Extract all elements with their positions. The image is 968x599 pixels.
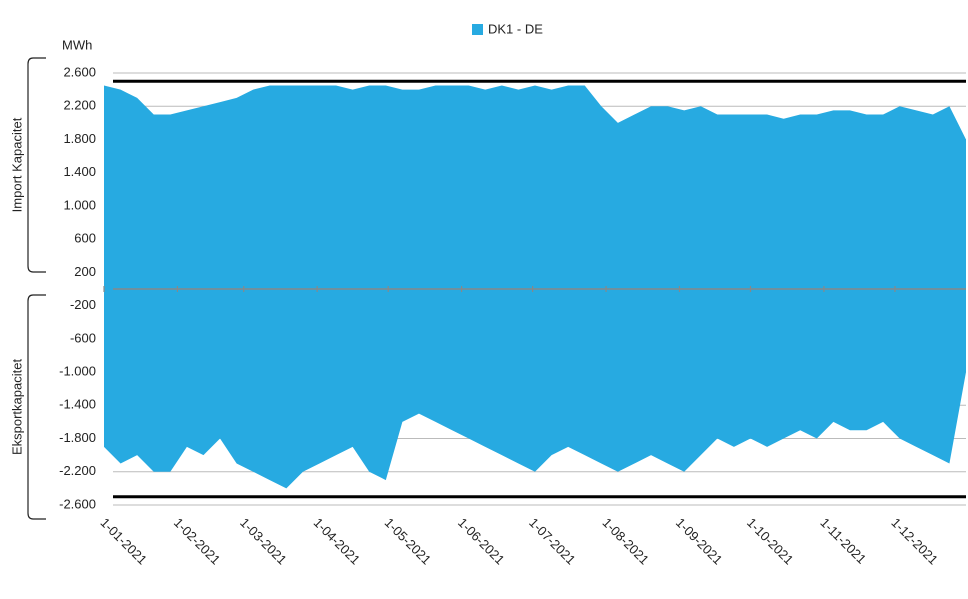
legend-label: DK1 - DE	[488, 21, 543, 36]
x-tick-label: 1-05-2021	[382, 515, 435, 568]
x-tick-label: 1-11-2021	[817, 515, 869, 567]
y-tick-label: 1.400	[63, 164, 96, 179]
y-tick-label: 2.200	[63, 98, 96, 113]
y-tick-label: 600	[74, 231, 96, 246]
y-tick-label: 1.800	[63, 131, 96, 146]
x-tick-label: 1-09-2021	[673, 515, 726, 568]
y-unit: MWh	[62, 37, 92, 52]
x-tick-label: 1-10-2021	[744, 515, 797, 568]
y-tick-label: -1.400	[59, 397, 96, 412]
x-tick-label: 1-12-2021	[888, 515, 941, 568]
bracket	[27, 294, 46, 520]
bracket	[27, 57, 46, 273]
y-label: Eksportkapacitet	[9, 359, 24, 455]
x-tick-label: 1-02-2021	[171, 515, 224, 568]
y-tick-label: 200	[74, 264, 96, 279]
y-tick-label: 1.000	[63, 197, 96, 212]
x-tick-label: 1-08-2021	[599, 515, 652, 568]
y-label: Import Kapacitet	[9, 117, 24, 212]
y-tick-label: -1.800	[59, 430, 96, 445]
x-tick-label: 1-04-2021	[311, 515, 364, 568]
y-tick-label: -600	[70, 330, 96, 345]
x-tick-label: 1-03-2021	[237, 515, 290, 568]
y-tick-label: -1.000	[59, 364, 96, 379]
x-tick-label: 1-06-2021	[455, 515, 508, 568]
y-tick-label: -2.600	[59, 496, 96, 511]
y-tick-label: 2.600	[63, 64, 96, 79]
x-tick-label: 1-01-2021	[97, 515, 150, 568]
area	[104, 85, 966, 489]
y-tick-label: -2.200	[59, 463, 96, 478]
legend-swatch	[472, 24, 483, 35]
x-tick-label: 1-07-2021	[526, 515, 579, 568]
y-tick-label: -200	[70, 297, 96, 312]
